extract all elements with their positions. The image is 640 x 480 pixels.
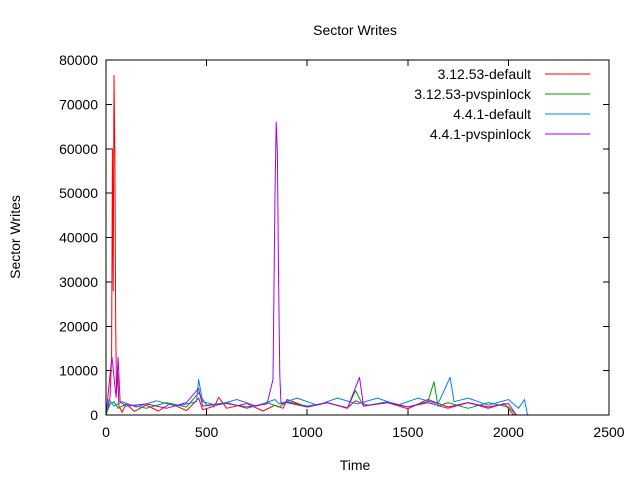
y-tick-label: 80000 [59, 52, 98, 68]
y-tick-label: 70000 [59, 96, 98, 112]
series-line-3 [105, 376, 528, 416]
y-tick-label: 60000 [59, 141, 98, 157]
y-tick-label: 0 [90, 407, 98, 423]
legend-label-2: 3.12.53-pvspinlock [414, 86, 532, 102]
series-line-1 [105, 75, 515, 416]
series-line-2 [105, 381, 517, 416]
chart-title: Sector Writes [313, 22, 397, 38]
x-tick-label: 2000 [493, 424, 524, 440]
series-layer [105, 75, 528, 416]
x-tick-label: 0 [102, 424, 110, 440]
x-tick-label: 1500 [392, 424, 423, 440]
x-tick-label: 2500 [593, 424, 624, 440]
legend-label-1: 3.12.53-default [438, 66, 532, 82]
legend: 3.12.53-default 3.12.53-pvspinlock 4.4.1-d… [414, 66, 590, 142]
y-tick-label: 30000 [59, 274, 98, 290]
x-tick-label: 500 [195, 424, 219, 440]
y-tick-label: 20000 [59, 318, 98, 334]
plot-frame [105, 59, 610, 416]
series-line-4 [105, 121, 517, 416]
y-tick-label: 50000 [59, 185, 98, 201]
y-tick-label: 10000 [59, 363, 98, 379]
x-axis-label: Time [340, 457, 371, 473]
y-tick-label: 40000 [59, 230, 98, 246]
legend-label-3: 4.4.1-default [453, 106, 531, 122]
y-axis-label: Sector Writes [7, 195, 23, 279]
x-tick-label: 1000 [292, 424, 323, 440]
axis-ticks: 0 500 1000 1500 2000 2500 0 10000 20000 30000 4000… [59, 52, 625, 440]
legend-label-4: 4.4.1-pvspinlock [430, 126, 532, 142]
